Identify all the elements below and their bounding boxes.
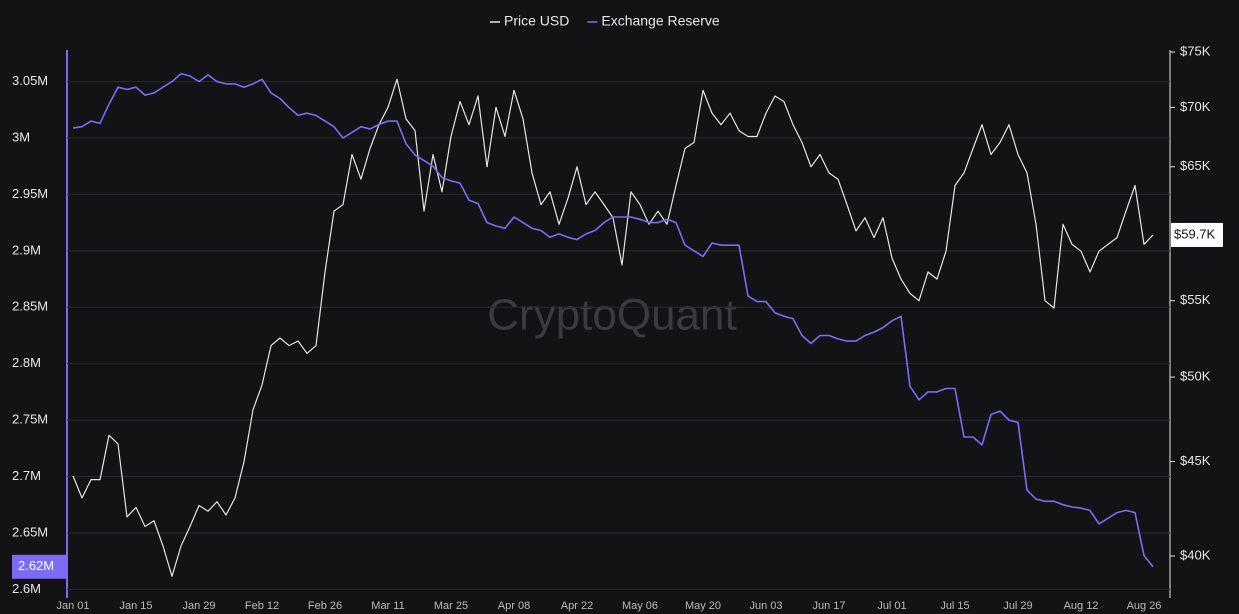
- x-tick-label: Apr 08: [498, 600, 530, 612]
- y2-tick-label: $55K: [1180, 292, 1211, 307]
- y-tick-label: 2.85M: [12, 299, 48, 314]
- x-tick-label: May 06: [622, 600, 658, 612]
- x-tick-label: Apr 22: [561, 600, 593, 612]
- legend-label: Exchange Reserve: [601, 13, 720, 29]
- x-tick-label: Aug 26: [1127, 600, 1162, 612]
- x-tick-label: Aug 12: [1064, 600, 1099, 612]
- legend-label: Price USD: [504, 13, 569, 29]
- y2-tick-label: $65K: [1180, 158, 1211, 173]
- y-tick-label: 3.05M: [12, 73, 48, 88]
- x-tick-label: Jan 29: [182, 600, 215, 612]
- series-line: [72, 72, 1154, 568]
- x-tick-label: Feb 26: [308, 600, 342, 612]
- x-tick-label: Jan 01: [56, 600, 89, 612]
- y-badge: [12, 554, 66, 579]
- x-tick-label: Mar 11: [371, 600, 404, 612]
- y-tick-label: 2.6M: [12, 581, 41, 596]
- y-tick-label: 2.75M: [12, 412, 48, 427]
- x-tick-label: Jan 15: [119, 600, 152, 612]
- x-tick-label: Jun 03: [749, 600, 782, 612]
- watermark: CryptoQuant: [487, 291, 736, 340]
- y-tick-label: 2.95M: [12, 186, 48, 201]
- y2-tick-label: $50K: [1180, 369, 1211, 384]
- x-tick-label: Jul 29: [1003, 600, 1032, 612]
- x-tick-label: Jul 15: [940, 600, 969, 612]
- y-tick-label: 2.65M: [12, 524, 48, 539]
- y2-tick-label: $75K: [1180, 43, 1211, 58]
- x-tick-label: Feb 12: [245, 600, 279, 612]
- y-tick-label: 2.7M: [12, 468, 41, 483]
- y2-tick-label: $45K: [1180, 453, 1211, 468]
- x-tick-label: Mar 25: [434, 600, 468, 612]
- y2-badge: [1171, 222, 1223, 247]
- y-badge-label: 2.62M: [18, 558, 54, 573]
- x-tick-label: Jun 17: [812, 600, 845, 612]
- y2-tick-label: $70K: [1180, 99, 1211, 114]
- y-tick-label: 3M: [12, 129, 30, 144]
- y-tick-label: 2.8M: [12, 355, 41, 370]
- x-tick-label: May 20: [685, 600, 721, 612]
- y2-tick-label: $40K: [1180, 547, 1211, 562]
- x-tick-label: Jul 01: [877, 600, 906, 612]
- y-tick-label: 2.9M: [12, 242, 41, 257]
- y2-badge-label: $59.7K: [1174, 226, 1216, 241]
